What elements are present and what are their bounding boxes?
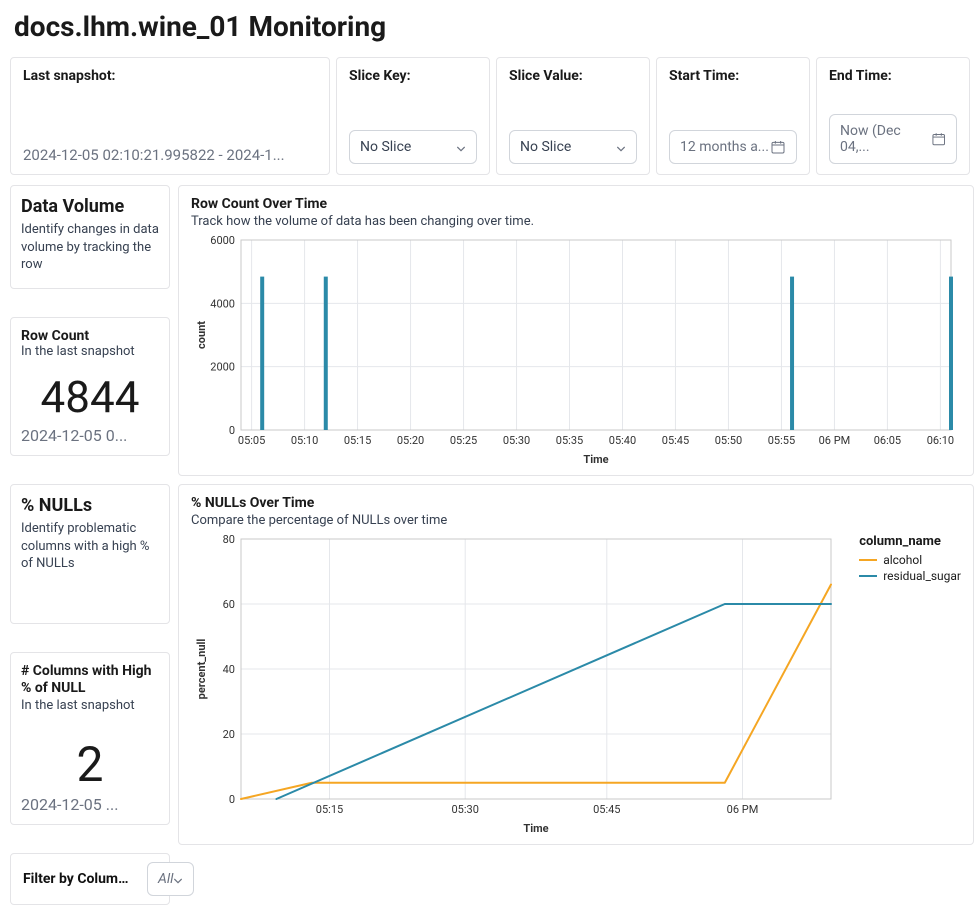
row-count-chart: 0 2000 4000 6000 05:05 05:10 05:15 05:20 05:25 05… (191, 235, 961, 465)
row-count-ts: 2024-12-05 0... (21, 426, 159, 445)
svg-text:05:20: 05:20 (397, 434, 424, 447)
row-count-metric-title: Row Count (21, 328, 159, 344)
chevron-down-icon (456, 142, 466, 152)
svg-text:80: 80 (223, 534, 235, 546)
end-time-value: Now (Dec 04,... (840, 123, 931, 155)
data-volume-title: Data Volume (21, 196, 159, 217)
legend-item[interactable]: residual_sugar (859, 569, 961, 583)
row-count-value: 4844 (21, 373, 159, 421)
filter-slice-value-label: Slice Value: (509, 68, 637, 84)
filter-by-column-value: All (158, 871, 173, 887)
calendar-icon (770, 139, 786, 155)
filter-snapshot-label: Last snapshot: (23, 68, 317, 84)
filter-by-column-dropdown[interactable]: All (147, 862, 194, 896)
nulls-chart: 0 20 40 60 80 05:15 05:30 05:45 06 PM percent_nul… (191, 534, 961, 834)
data-volume-desc-card: Data Volume Identify changes in data vol… (10, 185, 170, 289)
svg-text:Time: Time (523, 822, 548, 834)
filter-slice-key: Slice Key: No Slice (336, 57, 490, 175)
filter-start-time: Start Time: 12 months a... (656, 57, 810, 175)
filter-slice-key-label: Slice Key: (349, 68, 477, 84)
pct-nulls-desc-card: % NULLs Identify problematic columns wit… (10, 484, 170, 624)
start-time-picker[interactable]: 12 months a... (669, 130, 797, 164)
slice-key-dropdown[interactable]: No Slice (349, 130, 477, 164)
svg-text:05:05: 05:05 (238, 434, 265, 447)
legend-swatch (859, 575, 877, 577)
start-time-value: 12 months a... (680, 139, 769, 155)
end-time-picker[interactable]: Now (Dec 04,... (829, 114, 957, 164)
svg-text:6000: 6000 (210, 235, 235, 247)
svg-text:05:45: 05:45 (662, 434, 689, 447)
nulls-chart-sub: Compare the percentage of NULLs over tim… (191, 513, 961, 528)
slice-key-value: No Slice (360, 139, 411, 155)
high-null-cols-card: # Columns with High % of NULL In the las… (10, 652, 170, 826)
svg-text:05:55: 05:55 (768, 434, 795, 447)
svg-text:40: 40 (223, 663, 235, 676)
svg-text:05:10: 05:10 (291, 434, 318, 447)
high-null-cols-value: 2 (21, 739, 159, 792)
pct-nulls-desc: Identify problematic columns with a high… (21, 520, 159, 573)
content-grid: Data Volume Identify changes in data vol… (10, 185, 970, 905)
svg-text:06 PM: 06 PM (819, 434, 851, 447)
filter-start-time-label: Start Time: (669, 68, 797, 84)
slice-value-dropdown[interactable]: No Slice (509, 130, 637, 164)
filter-row: Last snapshot: 2024-12-05 02:10:21.99582… (10, 57, 970, 175)
legend-item[interactable]: alcohol (859, 553, 961, 567)
svg-text:0: 0 (229, 793, 235, 806)
slice-value-value: No Slice (520, 139, 571, 155)
nulls-chart-title: % NULLs Over Time (191, 495, 961, 511)
svg-text:05:15: 05:15 (344, 434, 371, 447)
filter-slice-value: Slice Value: No Slice (496, 57, 650, 175)
svg-text:60: 60 (223, 598, 235, 611)
svg-text:05:35: 05:35 (556, 434, 583, 447)
pct-nulls-title: % NULLs (21, 495, 159, 516)
legend-label: residual_sugar (883, 569, 961, 583)
row-count-chart-title: Row Count Over Time (191, 196, 961, 212)
svg-text:Time: Time (583, 453, 608, 465)
legend-swatch (859, 559, 877, 561)
filter-snapshot: Last snapshot: 2024-12-05 02:10:21.99582… (10, 57, 330, 175)
svg-text:05:15: 05:15 (316, 803, 343, 816)
high-null-cols-sub: In the last snapshot (21, 698, 159, 713)
data-volume-desc: Identify changes in data volume by track… (21, 221, 159, 274)
svg-text:05:30: 05:30 (451, 803, 478, 816)
row-count-chart-card: Row Count Over Time Track how the volume… (178, 185, 974, 476)
filter-snapshot-value: 2024-12-05 02:10:21.995822 - 2024-1... (23, 146, 317, 164)
svg-text:2000: 2000 (210, 361, 235, 374)
high-null-cols-ts: 2024-12-05 ... (21, 795, 159, 814)
svg-text:06:05: 06:05 (874, 434, 901, 447)
legend-title: column_name (859, 534, 961, 549)
svg-text:0: 0 (229, 424, 235, 437)
svg-text:05:25: 05:25 (450, 434, 477, 447)
svg-text:05:40: 05:40 (609, 434, 636, 447)
filter-end-time: End Time: Now (Dec 04,... (816, 57, 970, 175)
svg-text:06:10: 06:10 (927, 434, 954, 447)
svg-text:20: 20 (223, 728, 235, 741)
page-title: docs.lhm.wine_01 Monitoring (14, 10, 970, 43)
legend-label: alcohol (883, 553, 922, 567)
filter-by-column-label: Filter by Column ... (23, 871, 133, 887)
svg-text:05:30: 05:30 (503, 434, 530, 447)
filter-end-time-label: End Time: (829, 68, 957, 84)
high-null-cols-title: # Columns with High % of NULL (21, 663, 159, 698)
row-count-chart-sub: Track how the volume of data has been ch… (191, 214, 961, 229)
svg-text:count: count (195, 321, 208, 349)
row-count-metric-sub: In the last snapshot (21, 344, 159, 359)
svg-text:05:50: 05:50 (715, 434, 742, 447)
svg-text:4000: 4000 (210, 297, 235, 310)
nulls-chart-legend: column_name alcohol residual_sugar (859, 534, 961, 585)
svg-text:percent_null: percent_null (195, 639, 208, 700)
chevron-down-icon (616, 142, 626, 152)
svg-text:06 PM: 06 PM (727, 803, 759, 816)
calendar-icon (931, 131, 946, 147)
svg-text:05:45: 05:45 (593, 803, 620, 816)
filter-by-column-card: Filter by Column ... All (10, 853, 170, 905)
nulls-chart-card: % NULLs Over Time Compare the percentage… (178, 484, 974, 845)
row-count-metric-card: Row Count In the last snapshot 4844 2024… (10, 317, 170, 455)
